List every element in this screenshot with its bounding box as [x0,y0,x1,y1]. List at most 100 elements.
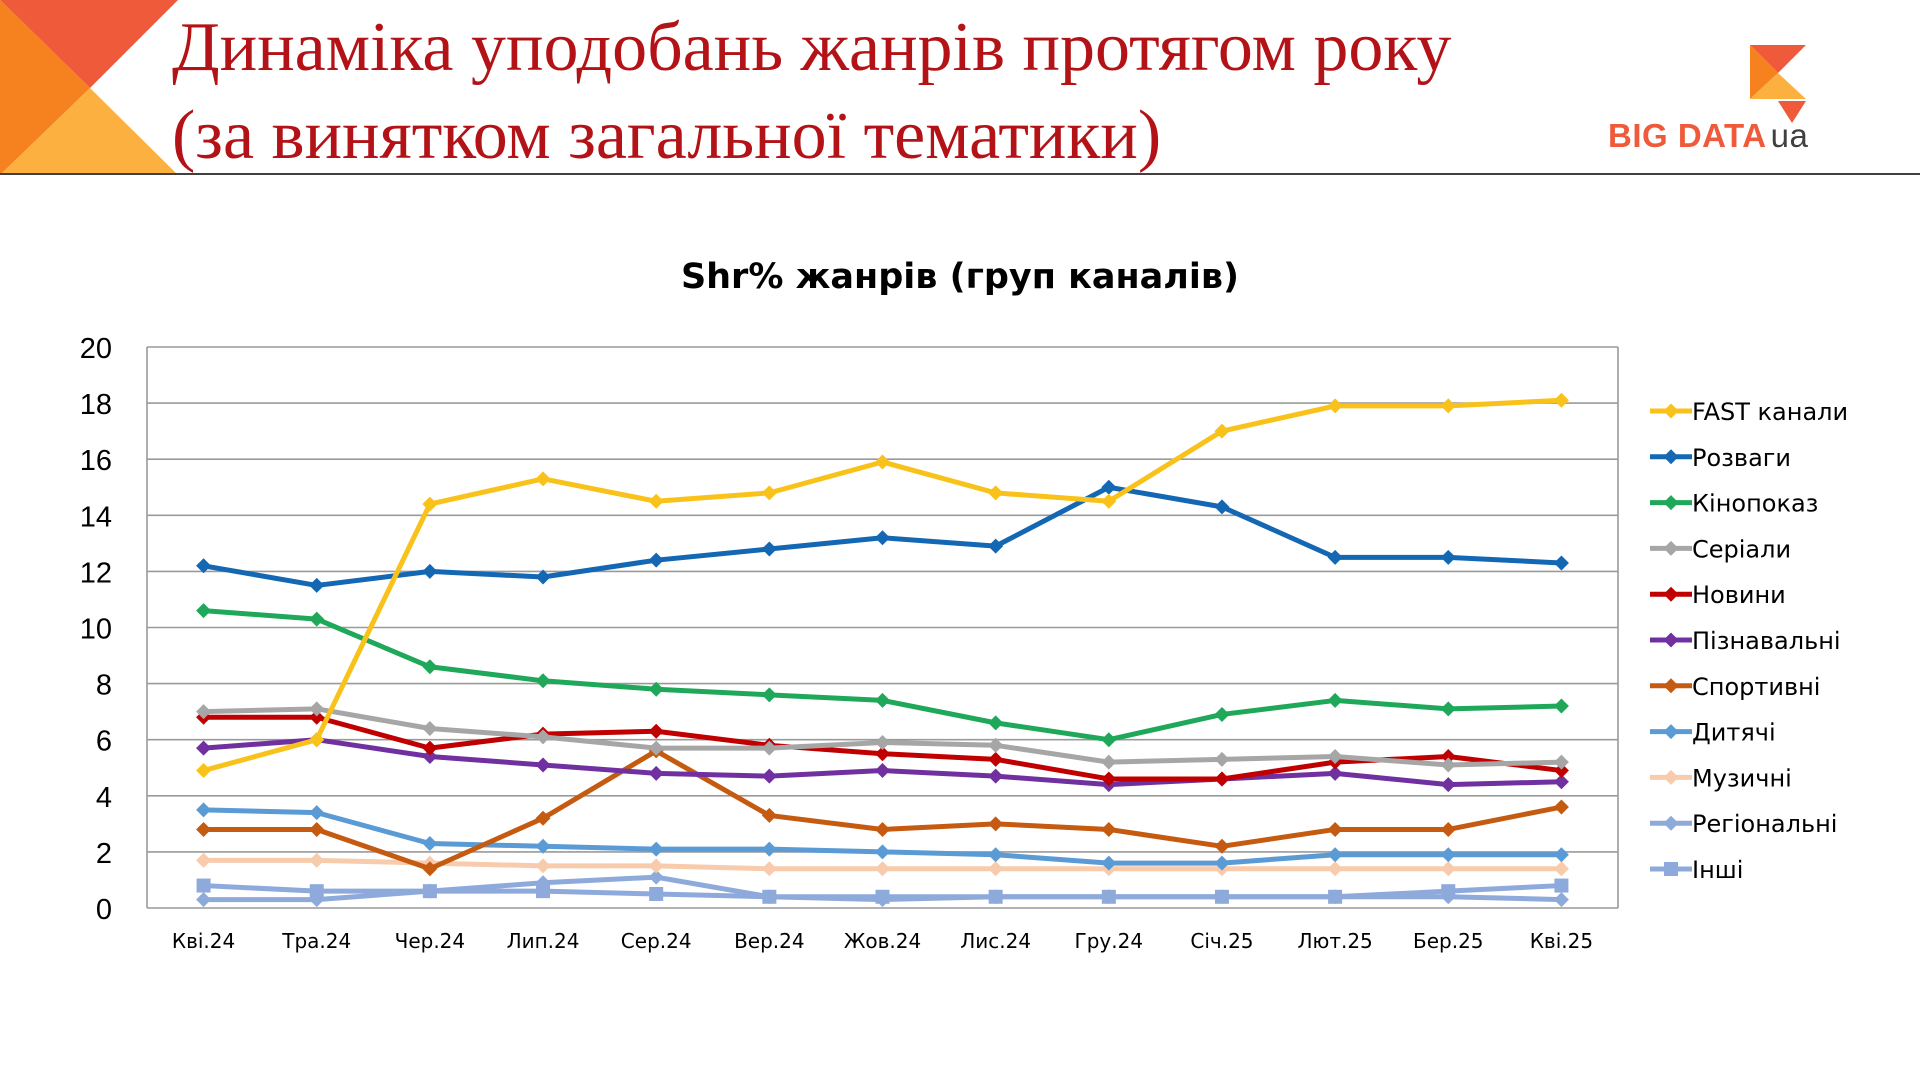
data-point [1440,777,1456,793]
data-point [988,751,1004,767]
data-point [988,861,1004,877]
data-point [875,692,890,708]
data-point [196,892,212,908]
data-point [1440,861,1456,877]
data-point [535,838,551,854]
data-point [761,541,777,557]
data-point [196,852,212,868]
data-point [1440,749,1456,765]
data-point [1214,423,1230,439]
x-tick-label: Тра.24 [281,929,351,953]
data-point [1553,763,1569,779]
data-point [1553,847,1569,863]
x-tick-label: Січ.25 [1190,929,1253,953]
data-point [535,471,551,487]
x-tick-label: Лют.25 [1297,929,1372,953]
data-point [422,659,438,675]
line-chart: Shr% жанрів (груп каналів) 0 2 4 6 8 10 12 14 16 1… [80,257,1848,953]
data-point [309,732,325,748]
data-point [1553,754,1569,770]
data-point [648,841,664,857]
data-point [1553,861,1569,877]
data-point [988,816,1004,832]
legend-marker [1663,632,1679,648]
data-point [1553,698,1569,714]
data-point [648,493,664,509]
chart-title: Shr% жанрів (груп каналів) [681,257,1239,297]
legend-marker [1663,815,1679,831]
slide-title: Динаміка уподобань жанрів протягом року … [172,4,1451,180]
y-tick-label: 4 [96,782,112,814]
data-point [1554,878,1569,893]
x-tick-label: Кві.24 [172,929,235,953]
data-point [1440,398,1456,414]
data-point [875,530,890,546]
data-point [875,454,890,470]
data-point [648,681,664,697]
data-point [1327,749,1343,765]
data-point [536,884,551,899]
header-divider [0,173,1920,175]
data-point [1440,821,1456,837]
data-point [1214,706,1230,722]
data-point [1101,821,1117,837]
data-point [875,861,890,877]
legend-marker [1663,403,1679,419]
data-point [196,704,212,720]
data-point [648,858,664,874]
data-point [535,757,551,773]
data-point [1327,765,1343,781]
data-point [1440,701,1456,717]
data-point [196,558,212,574]
data-point [875,746,890,762]
data-point [761,889,777,905]
data-point [875,763,890,779]
data-point [1214,751,1230,767]
data-point [1101,855,1117,871]
data-point [1101,732,1117,748]
data-point [761,485,777,501]
data-point [875,735,890,751]
data-point [648,740,664,756]
data-point [1327,549,1343,565]
legend-label: Кінопоказ [1692,490,1818,518]
data-point [1214,771,1230,787]
legend-marker [1663,540,1679,556]
data-point [1440,549,1456,565]
data-point [875,821,890,837]
data-point [196,802,212,818]
data-point [988,715,1004,731]
data-point [1327,847,1343,863]
data-point [422,749,438,765]
data-point [535,673,551,689]
data-point [309,701,325,717]
y-tick-label: 20 [80,333,112,365]
legend-marker [1663,449,1679,465]
data-point [535,858,551,874]
data-point [1214,855,1230,871]
legend-marker [1663,495,1679,511]
legend-label: Музичні [1692,764,1792,792]
data-point [1214,838,1230,854]
data-point [1553,392,1569,408]
legend-label: Новини [1692,581,1786,609]
x-tick-label: Гру.24 [1075,929,1144,953]
data-point [1101,889,1117,905]
data-point [1553,774,1569,790]
data-point [309,884,324,899]
legend-label: Пізнавальні [1692,627,1841,655]
x-tick-label: Чер.24 [395,929,466,953]
legend-label: Регіональні [1692,810,1837,838]
y-tick-label: 14 [80,501,112,533]
y-tick-label: 0 [96,894,112,926]
data-point [422,861,438,877]
data-point [761,768,777,784]
data-point [648,723,664,739]
x-tick-label: Лип.24 [507,929,580,953]
data-point [309,892,325,908]
data-point [1327,398,1343,414]
data-point [761,687,777,703]
x-tick-label: Вер.24 [734,929,805,953]
data-point [309,805,325,821]
data-point [1101,754,1117,770]
